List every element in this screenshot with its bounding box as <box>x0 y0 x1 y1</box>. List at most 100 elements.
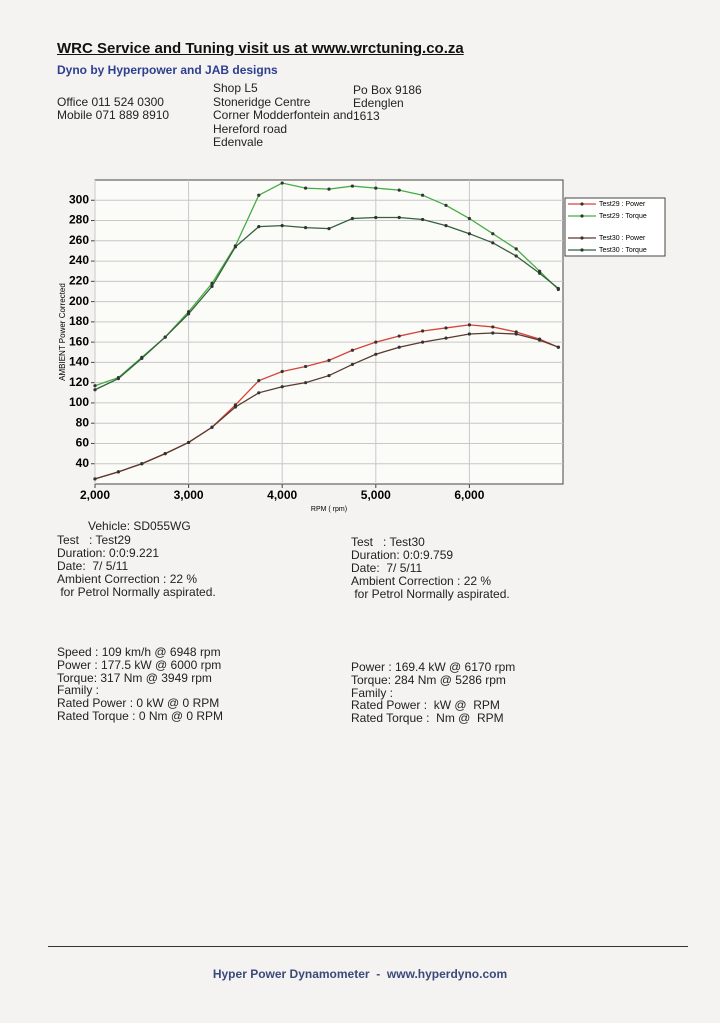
text-line: Duration: 0:0:9.221 <box>57 546 160 560</box>
legend: Test29 : Power Test29 : Torque Test30 : Po… <box>564 197 666 257</box>
legend-label: Test29 : Power <box>599 201 646 208</box>
x-tick-label: 3,000 <box>174 488 204 502</box>
data-point <box>304 186 308 190</box>
data-point <box>210 284 214 288</box>
data-point <box>491 232 495 236</box>
subtitle: Dyno by Hyperpower and JAB designs <box>57 63 278 77</box>
legend-label: Test30 : Torque <box>599 247 647 254</box>
text-line: Date: 7/ 5/11 <box>57 559 129 573</box>
data-point <box>304 226 308 230</box>
text-line: Family : <box>57 683 99 698</box>
data-point <box>257 379 261 383</box>
data-point <box>374 186 378 190</box>
data-point <box>421 193 425 197</box>
data-point <box>280 385 284 389</box>
data-point <box>327 227 331 231</box>
text-line: Ambient Correction : 22 % <box>351 574 492 588</box>
x-tick-label: 6,000 <box>454 488 484 502</box>
data-point <box>421 217 425 222</box>
y-tick-label: 260 <box>69 233 89 247</box>
y-tick-label: 160 <box>69 334 89 348</box>
data-point <box>397 334 401 338</box>
text-line: Hereford road <box>213 121 288 136</box>
data-point <box>538 271 542 275</box>
text-line: Family : <box>351 685 393 700</box>
y-tick-label: 280 <box>69 213 89 227</box>
text-line: Mobile 071 889 8910 <box>57 108 170 122</box>
data-point <box>444 336 448 340</box>
text-line: Test : Test30 <box>351 535 425 549</box>
data-point <box>187 312 191 316</box>
data-point <box>163 452 167 456</box>
data-point <box>491 241 495 245</box>
title: WRC Service and Tuning visit us at www.w… <box>57 40 464 57</box>
data-point <box>374 352 378 356</box>
data-point <box>327 358 331 362</box>
text-line: Rated Torque : 0 Nm @ 0 RPM <box>57 709 224 723</box>
data-point <box>93 388 97 392</box>
data-point <box>514 254 518 258</box>
data-point <box>374 215 378 220</box>
data-point <box>304 364 308 369</box>
x-tick-label: 4,000 <box>267 488 297 502</box>
data-point <box>327 187 331 191</box>
y-tick-label: 140 <box>69 355 89 369</box>
text-line: for Petrol Normally aspirated. <box>57 585 216 599</box>
y-tick-label: 200 <box>69 294 89 308</box>
data-point <box>514 247 518 251</box>
text-line: Edenglen <box>353 96 404 110</box>
legend-box <box>564 197 666 257</box>
y-tick-label: 180 <box>69 314 89 328</box>
text-line: Rated Power : 0 kW @ 0 RPM <box>57 696 220 711</box>
data-point <box>467 323 471 327</box>
data-point <box>327 373 331 378</box>
vehicle: Vehicle: SD055WG <box>88 519 191 533</box>
text-line: Torque: 284 Nm @ 5286 rpm <box>351 672 506 687</box>
text-line: Corner Modderfontein and <box>213 108 354 122</box>
data-point <box>93 384 97 388</box>
x-tick-label: 2,000 <box>80 488 110 502</box>
data-point <box>421 329 425 333</box>
legend-dot <box>580 236 584 240</box>
y-tick-label: 300 <box>69 192 89 206</box>
y-tick-label: 40 <box>76 456 90 470</box>
data-point <box>556 345 560 349</box>
data-point <box>374 340 378 344</box>
text-line: Ambient Correction : 22 % <box>57 572 198 586</box>
data-point <box>491 325 495 329</box>
text-line: Edenvale <box>213 135 264 149</box>
y-tick-label: 80 <box>76 415 90 429</box>
y-tick-label: 120 <box>69 375 89 389</box>
data-point <box>93 477 97 481</box>
text-line: Speed : 109 km/h @ 6948 rpm <box>57 645 221 659</box>
data-point <box>233 245 237 249</box>
text-line: Shop L5 <box>213 81 258 95</box>
data-point <box>280 369 284 374</box>
y-tick-label: 60 <box>76 436 90 450</box>
footer: Hyper Power Dynamometer - www.hyperdyno.… <box>212 967 508 981</box>
legend-dot <box>580 214 584 218</box>
legend-label: Test29 : Torque <box>599 213 647 220</box>
data-point <box>421 340 425 344</box>
text-line: Date: 7/ 5/11 <box>351 561 423 575</box>
data-point <box>397 215 401 220</box>
data-point <box>444 224 448 228</box>
data-point <box>140 462 144 466</box>
text-line: Stoneridge Centre <box>213 94 311 109</box>
data-point <box>257 225 261 229</box>
text-line: Power : 169.4 kW @ 6170 rpm <box>351 660 516 674</box>
text-line: for Petrol Normally aspirated. <box>351 587 510 601</box>
x-axis-label: RPM ( rpm) <box>311 506 347 513</box>
data-point <box>514 332 518 336</box>
data-point <box>304 381 308 385</box>
legend-dot <box>580 202 584 206</box>
text-line: Rated Power : kW @ RPM <box>351 698 500 713</box>
data-point <box>397 345 401 349</box>
x-tick-label: 5,000 <box>361 488 391 502</box>
data-point <box>280 181 284 185</box>
data-point <box>556 286 560 291</box>
y-tick-label: 240 <box>69 253 89 267</box>
y-tick-label: 100 <box>69 395 89 409</box>
data-point <box>491 331 495 335</box>
